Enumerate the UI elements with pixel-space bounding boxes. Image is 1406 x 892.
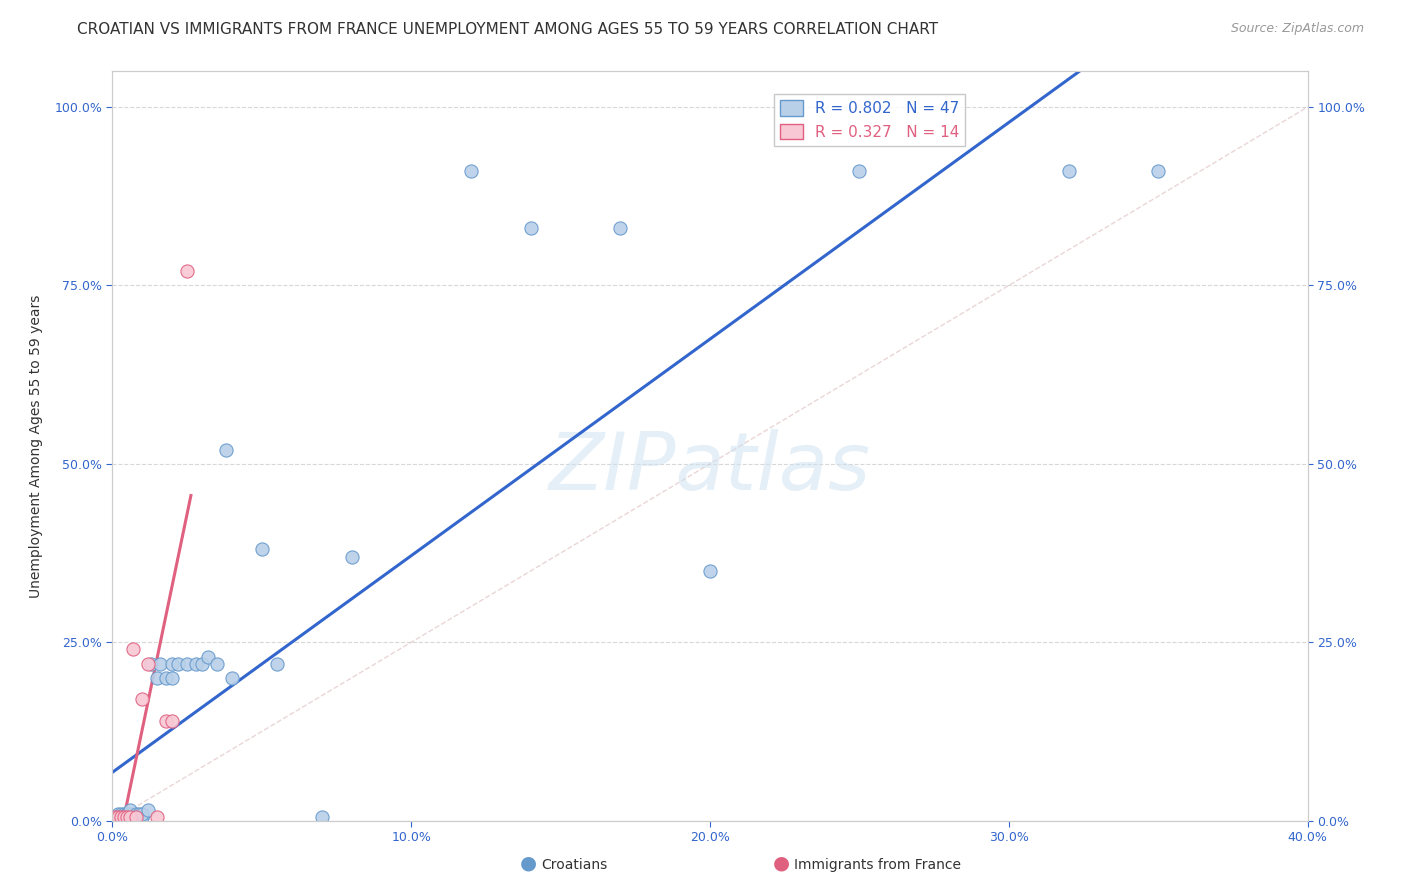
Point <box>110 810 132 824</box>
Point <box>311 810 333 824</box>
Point <box>110 806 132 821</box>
Text: ZIPatlas: ZIPatlas <box>548 429 872 508</box>
Point <box>149 657 172 671</box>
Point <box>107 810 129 824</box>
Point <box>162 657 183 671</box>
Text: Croatians: Croatians <box>541 858 607 872</box>
Point <box>162 714 183 728</box>
Point <box>104 810 127 824</box>
Point <box>122 810 145 824</box>
Point <box>162 671 183 685</box>
Point <box>117 810 139 824</box>
Point <box>117 810 139 824</box>
Point <box>699 564 721 578</box>
Text: Source: ZipAtlas.com: Source: ZipAtlas.com <box>1230 22 1364 36</box>
Point <box>520 221 543 235</box>
Point <box>340 549 363 564</box>
Point <box>609 221 631 235</box>
Point <box>110 810 132 824</box>
Point <box>460 164 482 178</box>
Point <box>110 810 132 824</box>
Point <box>114 810 135 824</box>
Point <box>141 657 163 671</box>
Point <box>114 806 135 821</box>
Text: ●: ● <box>773 854 790 872</box>
Point <box>250 542 273 557</box>
Point <box>215 442 238 457</box>
Point <box>122 642 145 657</box>
Point <box>266 657 288 671</box>
Point <box>186 657 208 671</box>
Point <box>221 671 243 685</box>
Point <box>104 810 127 824</box>
Point <box>1147 164 1170 178</box>
Point <box>128 806 150 821</box>
Point <box>191 657 214 671</box>
Point <box>120 806 142 821</box>
Text: ●: ● <box>520 854 537 872</box>
Point <box>138 803 160 817</box>
Point <box>117 806 139 821</box>
Point <box>176 657 198 671</box>
Text: Immigrants from France: Immigrants from France <box>794 858 962 872</box>
Point <box>120 803 142 817</box>
Point <box>848 164 870 178</box>
Point <box>131 692 153 706</box>
Point <box>167 657 190 671</box>
Text: CROATIAN VS IMMIGRANTS FROM FRANCE UNEMPLOYMENT AMONG AGES 55 TO 59 YEARS CORREL: CROATIAN VS IMMIGRANTS FROM FRANCE UNEMP… <box>77 22 938 37</box>
Point <box>125 810 148 824</box>
Point <box>155 671 177 685</box>
Point <box>1057 164 1080 178</box>
Point <box>176 264 198 278</box>
Point <box>197 649 219 664</box>
Legend: R = 0.802   N = 47, R = 0.327   N = 14: R = 0.802 N = 47, R = 0.327 N = 14 <box>773 94 966 145</box>
Point <box>146 671 169 685</box>
Point <box>107 810 129 824</box>
Point <box>107 806 129 821</box>
Point <box>138 657 160 671</box>
Point <box>131 806 153 821</box>
Point <box>155 714 177 728</box>
Point <box>117 806 139 821</box>
Point <box>114 810 135 824</box>
Point <box>146 810 169 824</box>
Point <box>131 810 153 824</box>
Y-axis label: Unemployment Among Ages 55 to 59 years: Unemployment Among Ages 55 to 59 years <box>30 294 44 598</box>
Point <box>125 806 148 821</box>
Point <box>104 810 127 824</box>
Point <box>120 810 142 824</box>
Point <box>125 810 148 824</box>
Point <box>205 657 228 671</box>
Point <box>131 810 153 824</box>
